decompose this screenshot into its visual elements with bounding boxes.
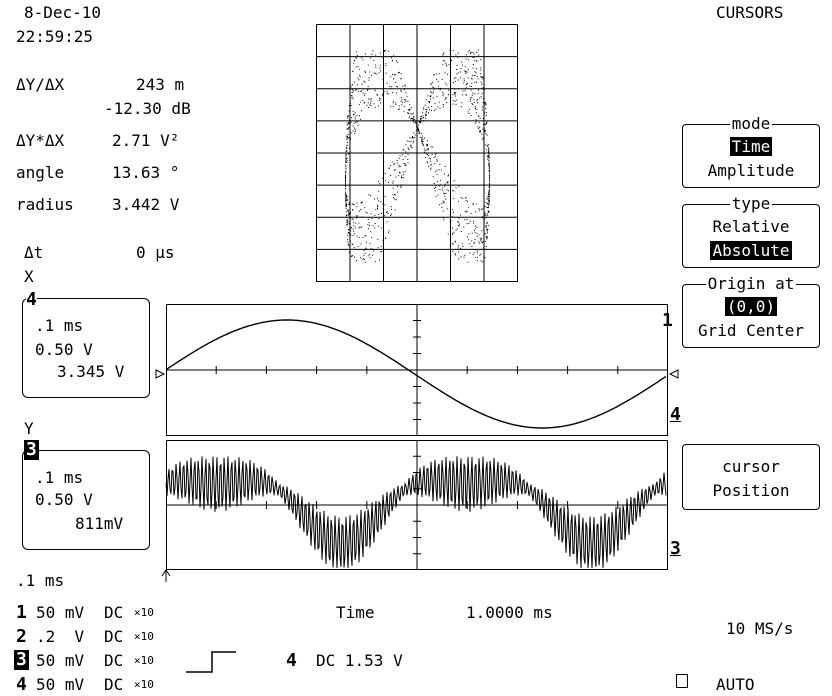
ch2-scale: .2 V xyxy=(36,627,85,646)
position-label: Position xyxy=(712,481,790,500)
y-timebase: .1 ms xyxy=(35,468,84,487)
sample-rate: 10 MS/s xyxy=(726,619,794,638)
ch1-scale: 50 mV xyxy=(36,603,85,622)
type-menu-button[interactable]: type Relative Absolute xyxy=(682,194,820,268)
dy-dx-label: ΔY/ΔX xyxy=(16,75,65,94)
date-label: 8-Dec-10 xyxy=(24,3,102,22)
origin-menu-title: Origin at xyxy=(705,274,797,293)
x-timebase: .1 ms xyxy=(35,316,84,335)
origin-option-grid-center[interactable]: Grid Center xyxy=(698,321,804,340)
delta-t-label: Δt xyxy=(24,243,44,262)
lower-trace-label: 3 xyxy=(670,538,681,559)
trigger-mode: AUTO xyxy=(716,675,755,694)
upper-trace-label: 4 xyxy=(670,404,681,425)
radius-value: 3.442 V xyxy=(112,195,180,214)
ch3-probe: ×10 xyxy=(134,654,154,667)
ch4-number: 4 xyxy=(16,674,27,695)
cursor-position-button[interactable]: cursor Position xyxy=(682,444,820,510)
ch2-probe: ×10 xyxy=(134,630,154,643)
y-axis-label: Y xyxy=(24,419,34,438)
ch2-number: 2 xyxy=(16,626,27,647)
mode-menu-button[interactable]: mode Time Amplitude xyxy=(682,114,820,188)
mode-option-time[interactable]: Time xyxy=(729,137,773,156)
origin-menu-button[interactable]: Origin at (0,0) Grid Center xyxy=(682,274,820,348)
trigger-desc: DC 1.53 V xyxy=(316,651,403,670)
x-channel-number: 4 xyxy=(26,289,37,310)
trigger-edge-icon xyxy=(186,651,236,673)
lower-waveform-display xyxy=(161,440,668,582)
mode-option-amplitude[interactable]: Amplitude xyxy=(707,161,795,180)
ch1-number: 1 xyxy=(16,602,27,623)
x-axis-label: X xyxy=(24,267,34,286)
dy-times-dx-label: ΔY*ΔX xyxy=(16,131,65,150)
ch4-coupling: DC xyxy=(104,675,124,694)
dy-times-dx-value: 2.71 V² xyxy=(112,131,180,150)
bottom-timebase: .1 ms xyxy=(16,571,65,590)
ch2-coupling: DC xyxy=(104,627,124,646)
origin-option-zero[interactable]: (0,0) xyxy=(724,297,778,316)
ch1-coupling: DC xyxy=(104,603,124,622)
right-ground-marker xyxy=(668,369,679,379)
angle-value: 13.63 ° xyxy=(112,163,180,182)
y-channel-number: 3 xyxy=(24,439,39,460)
xy-display xyxy=(316,24,518,282)
trigger-arrow-icon xyxy=(161,569,171,582)
ch4-scale: 50 mV xyxy=(36,675,85,694)
upper-waveform-display xyxy=(155,304,679,436)
time-value: 1.0000 ms xyxy=(466,603,553,622)
type-menu-title: type xyxy=(729,194,773,213)
time-label: 22:59:25 xyxy=(16,27,94,46)
menu-title: CURSORS xyxy=(716,3,784,22)
y-reading: 811mV xyxy=(75,514,124,533)
mode-menu-title: mode xyxy=(729,114,773,133)
time-label-bottom: Time xyxy=(336,603,375,622)
cursor-marker-label[interactable]: 1 xyxy=(662,310,673,331)
y-channel-box[interactable]: .1 ms 0.50 V 811mV xyxy=(22,450,150,550)
delta-t-value: 0 μs xyxy=(136,243,175,262)
ch3-number: 3 xyxy=(14,649,29,670)
dy-dx-value: 243 m xyxy=(136,75,185,94)
type-option-absolute[interactable]: Absolute xyxy=(710,241,792,260)
y-volts-div: 0.50 V xyxy=(35,490,93,509)
cursor-label: cursor xyxy=(722,457,780,476)
ch4-probe: ×10 xyxy=(134,678,154,691)
trigger-channel: 4 xyxy=(286,650,297,671)
type-option-relative[interactable]: Relative xyxy=(712,217,790,236)
ch3-coupling: DC xyxy=(104,651,124,670)
x-reading: 3.345 V xyxy=(57,362,125,381)
x-channel-box[interactable]: .1 ms 0.50 V 3.345 V xyxy=(22,298,150,398)
radius-label: radius xyxy=(16,195,74,214)
angle-label: angle xyxy=(16,163,65,182)
trigger-status-indicator xyxy=(676,674,688,688)
left-ground-marker xyxy=(155,369,166,379)
db-value: -12.30 dB xyxy=(104,99,191,118)
ch1-probe: ×10 xyxy=(134,606,154,619)
ch3-scale: 50 mV xyxy=(36,651,85,670)
x-volts-div: 0.50 V xyxy=(35,340,93,359)
